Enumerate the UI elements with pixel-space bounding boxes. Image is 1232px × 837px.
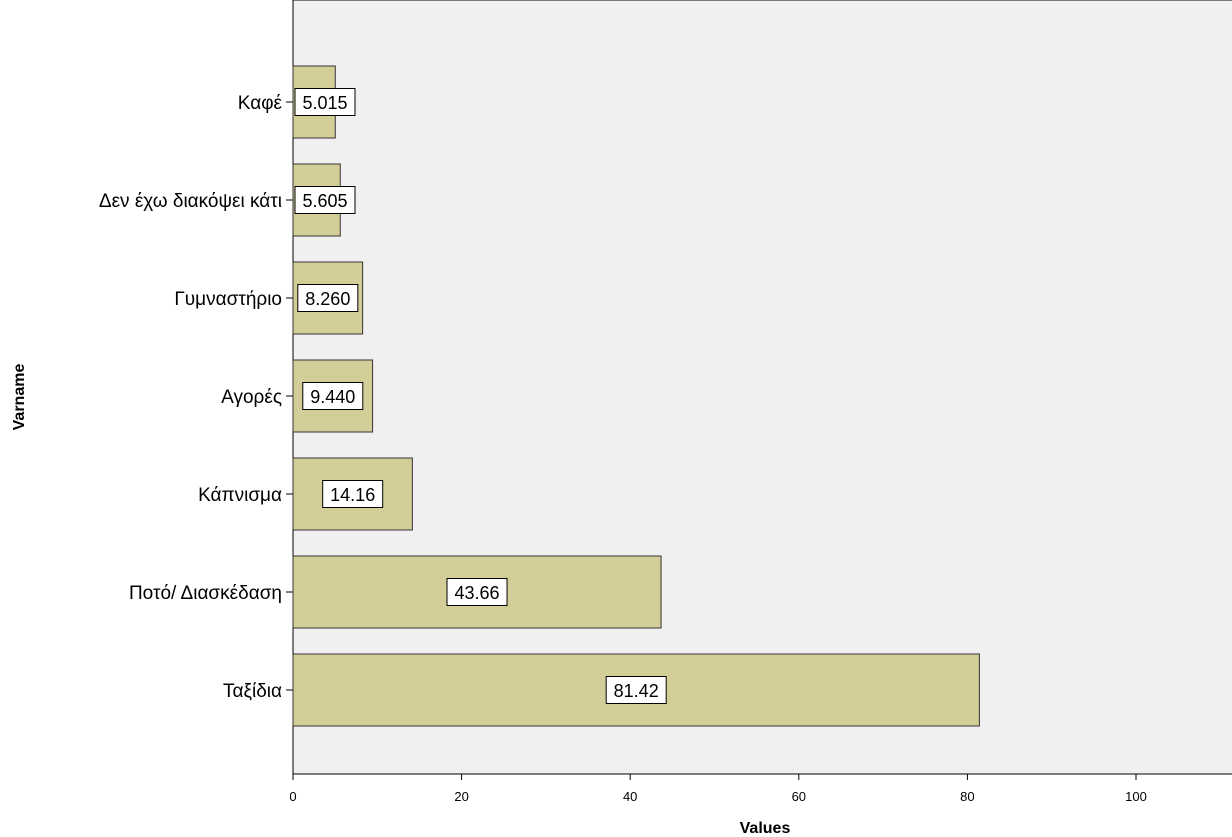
value-label-6: 81.42 [614,681,659,701]
category-label-2: Γυμναστήριο [174,289,282,310]
bars: 5.015 5.605 8.260 9.440 14.16 43.66 81.42 [292,65,980,727]
x-tick-label-2: 40 [623,789,637,804]
value-label-5: 43.66 [455,583,500,603]
category-label-0: Καφέ [238,93,283,114]
category-label-5: Ποτό/ Διασκέδαση [129,583,282,604]
value-label-box-1 [294,186,356,214]
value-label-box-5 [446,578,508,606]
y-axis-title: Varname [11,364,28,431]
value-label-3: 9.440 [310,387,355,407]
category-label-6: Ταξίδια [223,681,282,702]
value-label-box-4 [322,480,384,508]
category-label-3: Αγορές [221,387,282,408]
category-label-1: Δεν έχω διακόψει κάτι [99,191,282,212]
category-label-4: Κάπνισμα [198,485,282,506]
value-label-box-2 [297,284,359,312]
x-tick-label-3: 60 [792,789,806,804]
x-tick-label-4: 80 [960,789,974,804]
x-axis-title: Values [740,820,791,837]
x-axis: 0 20 40 60 80 100 [289,774,1147,804]
x-tick-label-5: 100 [1125,789,1147,804]
value-label-box-0 [294,88,356,116]
value-label-2: 8.260 [305,289,350,309]
value-label-4: 14.16 [330,485,375,505]
value-label-0: 5.015 [302,93,347,113]
plot-area [292,0,1232,775]
value-label-box-6 [605,676,667,704]
value-label-box-3 [302,382,364,410]
y-axis: Καφέ Δεν έχω διακόψει κάτι Γυμναστήριο Αγορ… [99,93,293,702]
x-tick-label-0: 0 [289,789,296,804]
value-label-1: 5.605 [302,191,347,211]
x-tick-label-1: 20 [454,789,468,804]
